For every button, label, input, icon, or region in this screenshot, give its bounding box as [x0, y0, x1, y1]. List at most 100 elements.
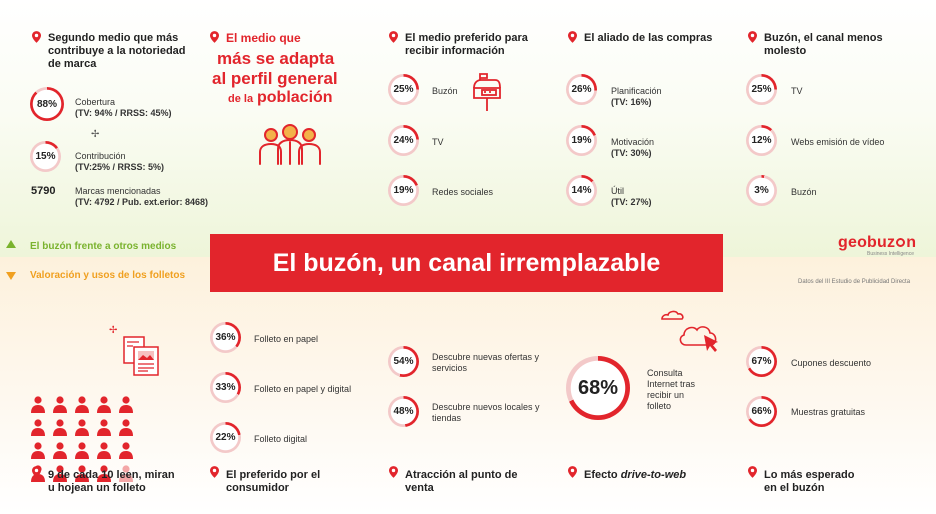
person-icon: [31, 442, 45, 459]
coverage-value: 88%: [36, 98, 57, 110]
col5-label-2: Webs emisión de vídeo: [791, 137, 885, 147]
expected-value-1: 67%: [751, 356, 772, 367]
logo-o-mark: [896, 238, 906, 247]
person-icon: [53, 465, 67, 482]
attraction-label-2: Descubre nuevos locales y tiendas: [432, 402, 540, 423]
format-label-2: Folleto en papel y digital: [254, 384, 352, 394]
leaflet-icon: [123, 336, 159, 376]
web-caption: Efecto drive-to-web: [584, 469, 724, 482]
person-icon: [97, 442, 111, 459]
web-value: 68%: [577, 376, 619, 399]
location-pin-icon: [32, 31, 41, 43]
col4-sub-2: (TV: 30%): [611, 148, 652, 158]
coverage-label: Cobertura: [75, 97, 116, 107]
person-icon: [119, 442, 133, 459]
person-icon: [75, 396, 89, 413]
location-pin-icon: [568, 31, 577, 43]
person-icon: [31, 396, 45, 413]
col5-label-3: Buzón: [791, 187, 817, 197]
location-pin-icon: [748, 31, 757, 43]
person-icon: [75, 465, 89, 482]
readers-caption: 9 de cada 10 leen, miran u hojean un fol…: [48, 469, 175, 494]
contribution-value: 15%: [35, 151, 56, 162]
contribution-label: Contribución: [75, 151, 126, 161]
attraction-value-1: 54%: [393, 356, 414, 367]
location-pin-icon: [210, 466, 219, 478]
col3-label-3: Redes sociales: [432, 187, 494, 197]
expected-value-2: 66%: [751, 406, 772, 417]
tab-otros-medios[interactable]: El buzón frente a otros medios: [30, 241, 177, 252]
col3-ring-2: 24%: [388, 125, 419, 156]
person-icon: [97, 396, 111, 413]
col4-value-2: 19%: [571, 135, 592, 146]
web-ring: 68%: [566, 356, 630, 420]
col5-value-1: 25%: [751, 84, 772, 95]
triangle-down-icon: [6, 272, 16, 280]
col3-value-1: 25%: [393, 84, 414, 95]
col5-label-1: TV: [791, 86, 803, 96]
expected-ring-1: 67%: [746, 346, 777, 377]
location-pin-icon: [389, 31, 398, 43]
col3-label-2: TV: [432, 137, 444, 147]
contribution-ring: 15%: [30, 141, 61, 172]
brands-value: 5790: [31, 185, 56, 197]
col2-line1: El medio que: [226, 31, 301, 45]
format-label-1: Folleto en papel: [254, 334, 319, 344]
format-ring-1: 36%: [210, 322, 241, 353]
col4-ring-2: 19%: [566, 125, 597, 156]
format-value-3: 22%: [215, 432, 236, 443]
location-pin-icon: [389, 466, 398, 478]
cloud-click-icon: [661, 310, 718, 352]
col2-line4b: población: [257, 89, 333, 106]
col3-label-1: Buzón: [432, 86, 458, 96]
web-caption-em: drive-to-web: [620, 469, 687, 481]
col2-line3: al perfil general: [212, 69, 338, 88]
person-icon: [97, 465, 111, 482]
person-icon: [119, 396, 133, 413]
location-pin-icon: [748, 466, 757, 478]
attraction-ring-2: 48%: [388, 396, 419, 427]
col2-line4a: de la: [228, 93, 254, 105]
person-icon: [97, 419, 111, 436]
logo-text: geobuz: [838, 234, 896, 251]
person-icon: [31, 419, 45, 436]
col4-title: El aliado de las compras: [584, 32, 713, 44]
col2-line2: más se adapta: [217, 49, 335, 68]
col4-sub-1: (TV: 16%): [611, 97, 652, 107]
formats-caption: El preferido por el consumidor: [226, 469, 321, 494]
person-icon: [119, 465, 133, 482]
attraction-ring-1: 54%: [388, 346, 419, 377]
web-label: Consulta Internet tras recibir un follet…: [647, 368, 696, 411]
person-icon: [75, 442, 89, 459]
logo-text-end: n: [906, 234, 917, 251]
col3-value-2: 24%: [393, 135, 414, 146]
location-pin-icon: [32, 466, 41, 478]
source-note: Datos del III Estudio de Publicidad Dire…: [798, 279, 911, 285]
tab-folletos[interactable]: Valoración y usos de los folletos: [30, 270, 186, 281]
top-section-background: [0, 0, 936, 257]
col4-label-3: Útil: [611, 186, 624, 196]
person-icon: [53, 442, 67, 459]
coverage-sub: (TV: 94% / RRSS: 45%): [75, 108, 172, 118]
col4-value-3: 14%: [571, 185, 592, 196]
expected-caption: Lo más esperado en el buzón: [764, 469, 855, 494]
col5-ring-3: 3%: [746, 175, 777, 206]
col5-value-3: 3%: [754, 185, 769, 196]
banner-title: El buzón, un canal irremplazable: [272, 248, 661, 277]
person-icon: [75, 419, 89, 436]
col4-ring-1: 26%: [566, 74, 597, 105]
col4-label-2: Motivación: [611, 137, 655, 147]
location-pin-icon: [210, 31, 219, 43]
col5-ring-1: 25%: [746, 74, 777, 105]
population-group-icon: [259, 124, 321, 165]
format-value-1: 36%: [215, 332, 236, 343]
format-label-3: Folleto digital: [254, 434, 308, 444]
contribution-sub: (TV:25% / RRSS: 5%): [75, 162, 165, 172]
attraction-value-2: 48%: [393, 406, 414, 417]
col3-title: El medio preferido para recibir informac…: [405, 32, 528, 57]
person-icon: [53, 419, 67, 436]
col4-value-1: 26%: [571, 84, 592, 95]
person-icon: [53, 396, 67, 413]
mailbox-icon: [473, 73, 501, 111]
location-pin-icon: [568, 466, 577, 478]
